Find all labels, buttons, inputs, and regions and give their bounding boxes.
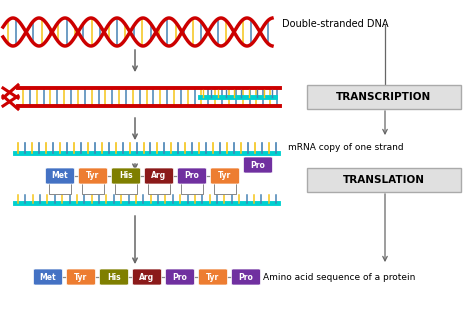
Text: Met: Met bbox=[40, 272, 56, 282]
FancyBboxPatch shape bbox=[177, 168, 207, 184]
Text: Pro: Pro bbox=[238, 272, 254, 282]
Text: Tyr: Tyr bbox=[206, 272, 219, 282]
Text: Arg: Arg bbox=[151, 171, 166, 180]
Text: TRANSCRIPTION: TRANSCRIPTION bbox=[337, 92, 432, 102]
FancyBboxPatch shape bbox=[307, 168, 461, 192]
FancyBboxPatch shape bbox=[34, 269, 63, 285]
Text: Pro: Pro bbox=[173, 272, 187, 282]
FancyBboxPatch shape bbox=[210, 168, 239, 184]
Text: Pro: Pro bbox=[251, 161, 265, 169]
Text: His: His bbox=[107, 272, 121, 282]
Text: Tyr: Tyr bbox=[74, 272, 88, 282]
FancyBboxPatch shape bbox=[145, 168, 173, 184]
Text: Tyr: Tyr bbox=[219, 171, 232, 180]
FancyBboxPatch shape bbox=[199, 269, 228, 285]
Text: Arg: Arg bbox=[139, 272, 155, 282]
FancyBboxPatch shape bbox=[307, 85, 461, 109]
Text: TRANSLATION: TRANSLATION bbox=[343, 175, 425, 185]
Text: Double-stranded DNA: Double-stranded DNA bbox=[282, 19, 389, 29]
Text: Pro: Pro bbox=[184, 171, 200, 180]
FancyBboxPatch shape bbox=[231, 269, 261, 285]
FancyBboxPatch shape bbox=[244, 157, 273, 173]
FancyBboxPatch shape bbox=[100, 269, 128, 285]
Text: His: His bbox=[119, 171, 133, 180]
FancyBboxPatch shape bbox=[66, 269, 95, 285]
FancyBboxPatch shape bbox=[165, 269, 194, 285]
FancyBboxPatch shape bbox=[79, 168, 108, 184]
FancyBboxPatch shape bbox=[111, 168, 140, 184]
FancyBboxPatch shape bbox=[46, 168, 74, 184]
Text: Tyr: Tyr bbox=[86, 171, 100, 180]
Text: Amino acid sequence of a protein: Amino acid sequence of a protein bbox=[263, 272, 415, 282]
FancyBboxPatch shape bbox=[133, 269, 162, 285]
Text: mRNA copy of one strand: mRNA copy of one strand bbox=[288, 142, 404, 152]
Text: Met: Met bbox=[52, 171, 68, 180]
